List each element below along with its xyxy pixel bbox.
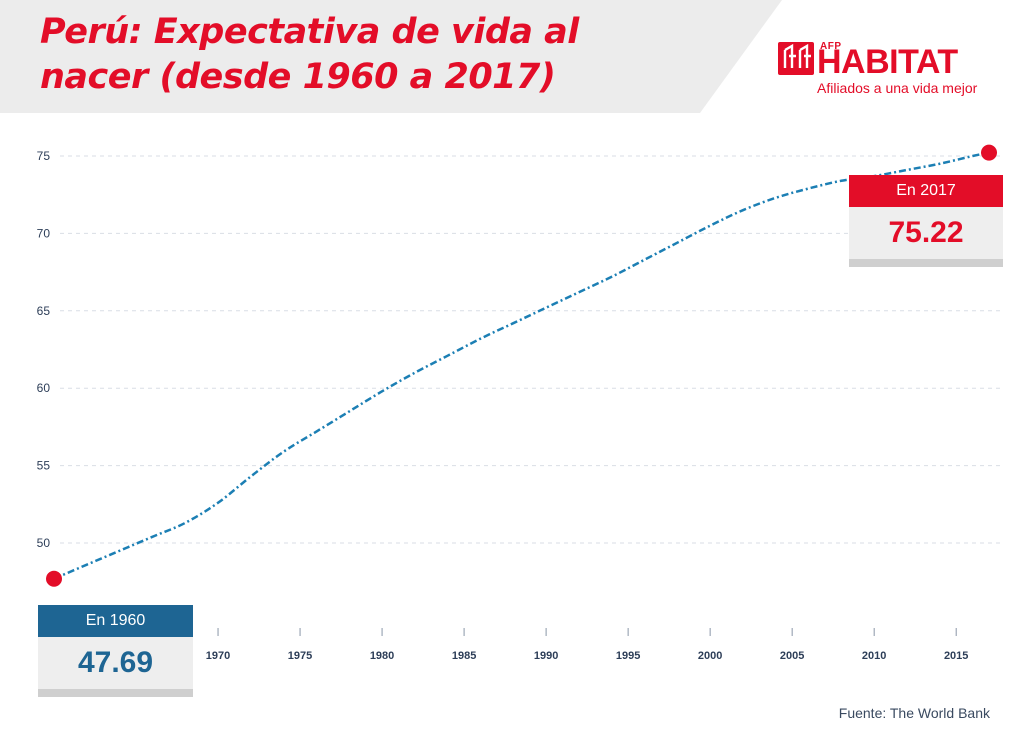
logo-afp-text: AFP: [820, 41, 842, 52]
highlight-point-2017: [981, 144, 997, 161]
callout-2017-label: En 2017: [849, 175, 1003, 207]
source-note: Fuente: The World Bank: [838, 705, 990, 721]
callout-1960: En 1960 47.69: [38, 605, 193, 697]
x-axis: 1970 1975 1980 1985 1990 1995 2000 2005 2010 2015: [206, 628, 968, 662]
callout-2017-value: 75.22: [849, 207, 1003, 259]
callout-1960-shadow: [38, 689, 193, 697]
highlight-points: [46, 144, 997, 587]
highlight-point-1960: [46, 570, 62, 587]
x-tick-label: 2005: [780, 650, 804, 662]
y-tick-label: 60: [37, 381, 51, 395]
y-tick-label: 55: [37, 459, 51, 473]
x-tick-label: 2000: [698, 650, 722, 662]
x-tick-label: 2010: [862, 650, 886, 662]
y-tick-label: 50: [37, 536, 51, 550]
series-line-peru: [53, 151, 990, 580]
header-background: [0, 0, 782, 113]
x-tick-label: 2015: [944, 650, 968, 662]
chart-title: Perú: Expectativa de vida al nacer (desd…: [40, 12, 579, 97]
callout-2017: En 2017 75.22: [849, 175, 1003, 267]
series-layer: [53, 151, 990, 580]
x-tick-label: 1970: [206, 650, 230, 662]
x-tick-label: 1985: [452, 650, 476, 662]
logo-name-text: HABITAT: [817, 43, 958, 81]
callout-1960-value: 47.69: [38, 637, 193, 689]
x-tick-label: 1995: [616, 650, 640, 662]
logo-tagline: Afiliados a una vida mejor: [817, 80, 978, 96]
company-logo: AFP HABITAT Afiliados a una vida mejor: [778, 40, 988, 100]
y-axis: 50 55 60 65 70 75: [37, 149, 51, 550]
y-tick-label: 65: [37, 304, 51, 318]
habitat-logo-icon: [778, 42, 814, 75]
x-tick-label: 1980: [370, 650, 394, 662]
callout-2017-shadow: [849, 259, 1003, 267]
y-tick-label: 70: [37, 226, 51, 240]
callout-1960-label: En 1960: [38, 605, 193, 637]
y-tick-label: 75: [37, 149, 51, 163]
x-tick-label: 1990: [534, 650, 558, 662]
x-tick-label: 1975: [288, 650, 312, 662]
